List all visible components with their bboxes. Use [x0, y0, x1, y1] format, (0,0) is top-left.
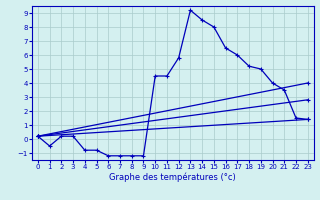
X-axis label: Graphe des températures (°c): Graphe des températures (°c): [109, 173, 236, 182]
